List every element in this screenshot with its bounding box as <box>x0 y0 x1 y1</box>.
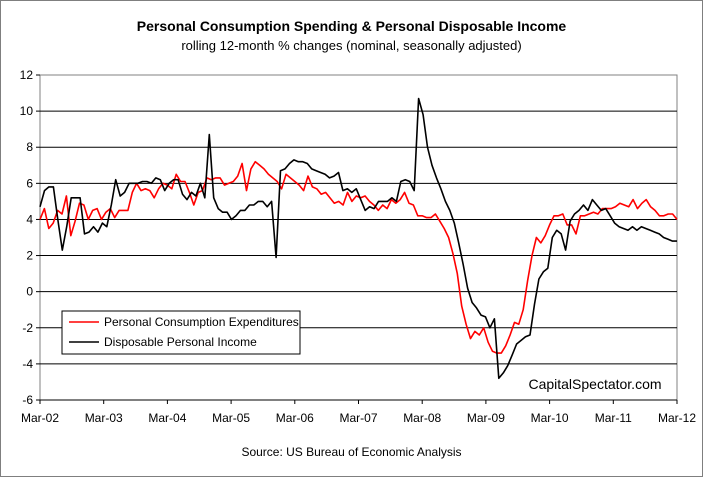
x-tick-label: Mar-12 <box>658 411 696 425</box>
y-tick-label: -6 <box>22 393 33 407</box>
legend: Personal Consumption Expenditures Dispos… <box>61 310 301 355</box>
y-axis: -6 -4 -2 0 2 4 6 8 10 12 <box>20 68 40 407</box>
legend-box <box>61 310 301 355</box>
legend-label-dpi: Disposable Personal Income <box>104 335 257 349</box>
x-tick-label: Mar-02 <box>21 411 59 425</box>
y-tick-label: 2 <box>26 249 33 263</box>
x-tick-label: Mar-04 <box>148 411 186 425</box>
chart-subtitle: rolling 12-month % changes (nominal, sea… <box>181 38 522 53</box>
y-tick-label: -4 <box>22 357 33 371</box>
y-tick-label: 4 <box>26 212 33 226</box>
x-axis: Mar-02 Mar-03 Mar-04 Mar-05 Mar-06 Mar-07 Mar-… <box>21 399 696 425</box>
y-tick-label: 6 <box>26 176 33 190</box>
x-tick-label: Mar-11 <box>595 411 632 425</box>
y-tick-label: 8 <box>26 140 33 154</box>
y-tick-label: 0 <box>26 285 33 299</box>
series-line-pce <box>39 160 678 354</box>
x-tick-label: Mar-05 <box>212 411 250 425</box>
series-group <box>39 97 678 380</box>
x-tick-label: Mar-03 <box>85 411 123 425</box>
series-line-dpi <box>39 97 677 380</box>
watermark-text: CapitalSpectator.com <box>528 376 661 392</box>
chart-title: Personal Consumption Spending & Personal… <box>136 18 567 34</box>
y-tick-label: 10 <box>20 104 34 118</box>
x-tick-label: Mar-07 <box>339 411 377 425</box>
x-tick-label: Mar-08 <box>403 411 441 425</box>
legend-label-pce: Personal Consumption Expenditures <box>104 315 299 329</box>
x-tick-label: Mar-09 <box>467 411 505 425</box>
y-tick-label: -2 <box>22 321 33 335</box>
x-tick-label: Mar-06 <box>276 411 314 425</box>
source-note: Source: US Bureau of Economic Analysis <box>241 445 462 459</box>
x-tick-label: Mar-10 <box>531 411 569 425</box>
y-tick-label: 12 <box>20 68 34 82</box>
